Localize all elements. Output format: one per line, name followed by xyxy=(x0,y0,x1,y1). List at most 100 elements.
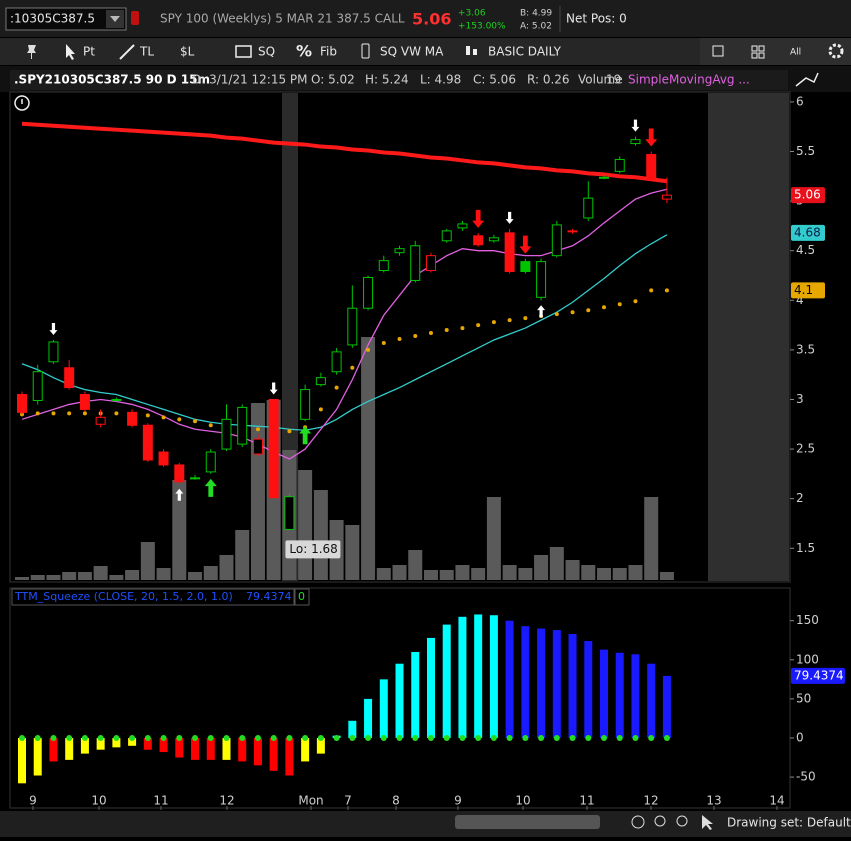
volume-bar xyxy=(597,568,612,580)
squeeze-bar xyxy=(552,630,561,738)
x-tick-label: 10 xyxy=(91,794,106,808)
candle-body xyxy=(488,237,499,242)
header-study[interactable]: SimpleMovingAvg ... xyxy=(628,73,750,87)
drawing-set[interactable]: Drawing set: Default xyxy=(727,816,851,830)
autoscale-icon[interactable] xyxy=(795,72,819,87)
pin-tool[interactable] xyxy=(27,45,36,59)
squeeze-dot xyxy=(113,734,120,741)
volume-bar xyxy=(172,480,187,580)
pointer-icon[interactable] xyxy=(702,815,713,830)
volume-bar xyxy=(313,490,328,580)
header-date: D: 3/1/21 12:15 PM xyxy=(192,73,308,87)
squeeze-dot xyxy=(317,734,324,741)
overlay-dot xyxy=(602,305,607,310)
candle-body xyxy=(599,176,610,179)
candle-body xyxy=(504,232,515,273)
squeeze-dot xyxy=(239,734,246,741)
tool-tl[interactable]: TL xyxy=(139,45,154,59)
candle-body xyxy=(268,398,279,499)
volume-bar xyxy=(235,530,250,580)
overlay-dot xyxy=(491,320,496,325)
candle-body xyxy=(284,496,295,530)
y-tick-label: 50 xyxy=(796,691,811,705)
alert-icon[interactable] xyxy=(131,11,139,25)
squeeze-header-box xyxy=(11,588,295,606)
volume-bar xyxy=(46,575,61,580)
y-tick-label: 4.5 xyxy=(796,243,815,257)
value-tag-label: 79.4374 xyxy=(794,668,844,682)
trendline-icon[interactable] xyxy=(119,44,135,60)
squeeze-bar xyxy=(301,737,310,762)
settings-icon[interactable] xyxy=(828,43,844,59)
volume-bar xyxy=(109,575,124,580)
header-range: R: 0.26 xyxy=(527,73,570,87)
zoom-in-icon[interactable] xyxy=(654,815,666,827)
overlay-dot xyxy=(413,334,418,338)
net-pos: Net Pos: 0 xyxy=(566,12,627,26)
candle-body xyxy=(410,245,421,281)
layout-grid[interactable] xyxy=(751,45,765,59)
overlay-dot xyxy=(570,310,575,315)
layout-single[interactable] xyxy=(712,45,724,57)
overlay-dot xyxy=(67,411,72,416)
header-volume-value: 19 xyxy=(606,73,621,87)
layout-all[interactable]: All xyxy=(790,48,801,58)
crosshair-icon[interactable] xyxy=(631,815,645,829)
y-tick-label: 150 xyxy=(796,613,819,627)
signal-arrow xyxy=(204,478,217,497)
scrollbar[interactable] xyxy=(455,815,600,829)
squeeze-dot xyxy=(538,734,545,741)
volume-bar xyxy=(392,565,407,580)
squeeze-bar xyxy=(80,737,89,754)
header-high: H: 5.24 xyxy=(365,73,409,87)
volume-bar xyxy=(62,572,77,580)
bid: B: 4.99 xyxy=(520,9,552,19)
tool-fib[interactable]: Fib xyxy=(320,45,337,59)
icon-part xyxy=(751,45,758,52)
tool-sl[interactable]: $L xyxy=(180,45,195,59)
squeeze-bar xyxy=(128,737,137,746)
tool-style[interactable]: BASIC DAILY xyxy=(488,45,562,59)
overlay-dot xyxy=(507,318,512,323)
squeeze-bar xyxy=(18,737,26,784)
symbol-box[interactable] xyxy=(5,7,127,31)
rect-icon[interactable] xyxy=(235,45,252,58)
candle-body xyxy=(583,197,594,219)
squeeze-dot xyxy=(443,734,450,741)
price-tag-label: 5.06 xyxy=(794,188,821,202)
tool-pt[interactable]: Pt xyxy=(83,45,95,59)
footer xyxy=(0,811,851,837)
alert-circle[interactable] xyxy=(14,95,30,111)
y-tick-label: 2 xyxy=(796,491,804,505)
squeeze-dot xyxy=(412,734,419,741)
squeeze-dot xyxy=(160,734,167,741)
volume-bar xyxy=(628,565,643,580)
symbol[interactable]: :10305C387.5 xyxy=(10,12,95,26)
candle-body xyxy=(614,158,625,172)
pointer-icon[interactable] xyxy=(66,44,75,60)
squeeze-bar xyxy=(112,737,121,748)
overlay-line xyxy=(21,121,668,184)
ask: A: 5.02 xyxy=(520,22,552,32)
overlay-dot xyxy=(586,308,591,313)
squeeze-dot xyxy=(286,734,293,741)
tool-sq[interactable]: SQ xyxy=(258,45,275,59)
volume-bar xyxy=(581,565,596,580)
candle-body xyxy=(315,377,326,386)
tool-sqvw[interactable]: SQ VW MA xyxy=(380,45,444,59)
price-tag-label: 4.68 xyxy=(794,225,821,239)
fib-icon[interactable]: % xyxy=(296,42,312,61)
zoom-out-icon[interactable] xyxy=(676,815,688,827)
style-icon[interactable] xyxy=(466,46,477,55)
overlay-dot xyxy=(82,411,87,416)
candle-body xyxy=(347,307,358,346)
y-tick-label: 100 xyxy=(796,652,819,666)
squeeze-dot xyxy=(427,734,434,741)
squeeze-dot xyxy=(270,734,277,741)
study-icon[interactable] xyxy=(361,43,370,59)
price-tag xyxy=(791,224,825,241)
squeeze-dot xyxy=(207,734,214,741)
price-tag xyxy=(791,187,825,204)
squeeze-dot xyxy=(553,734,560,741)
